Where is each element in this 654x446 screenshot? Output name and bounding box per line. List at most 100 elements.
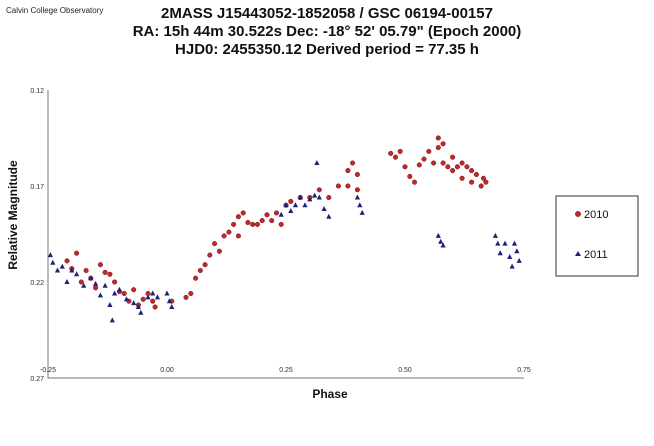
- data-point-2011: [321, 206, 327, 211]
- data-point-2010: [197, 267, 203, 274]
- data-point-2011: [292, 202, 299, 208]
- data-point-2011: [150, 290, 156, 296]
- y-tick-label: 0.12: [30, 88, 44, 95]
- data-point-2011: [102, 282, 108, 288]
- x-tick-label: 0.25: [279, 367, 293, 374]
- data-point-2011: [507, 254, 513, 259]
- chart-title-object: 2MASS J15443052-1852058 / GSC 06194-0015…: [161, 5, 493, 22]
- data-point-2010: [416, 162, 422, 168]
- data-point-2011: [440, 242, 446, 248]
- data-point-2010: [411, 179, 418, 185]
- data-point-2011: [166, 298, 172, 304]
- data-point-2010: [316, 187, 322, 193]
- data-point-2010: [278, 221, 284, 227]
- data-point-2010: [235, 214, 241, 220]
- data-point-2010: [345, 168, 351, 174]
- data-point-2010: [426, 148, 432, 154]
- data-point-2011: [514, 248, 520, 254]
- data-point-2010: [107, 271, 113, 277]
- legend-marker-2010: [575, 211, 581, 217]
- data-point-2010: [97, 262, 103, 268]
- data-point-2010: [450, 154, 456, 160]
- data-point-2011: [359, 209, 365, 215]
- legend-marker-2011: [575, 251, 581, 256]
- data-point-2011: [138, 309, 144, 315]
- data-point-2010: [402, 164, 408, 170]
- data-point-2011: [492, 232, 498, 238]
- data-point-2010: [226, 229, 232, 235]
- data-point-2010: [112, 279, 118, 285]
- data-point-2010: [212, 241, 218, 247]
- data-point-2010: [235, 233, 241, 239]
- data-point-2011: [307, 196, 313, 202]
- data-point-2011: [59, 263, 65, 269]
- data-point-2010: [450, 168, 456, 174]
- data-point-2011: [297, 194, 303, 200]
- y-axis-label: Relative Magnitude: [6, 160, 20, 270]
- data-points: [47, 135, 522, 323]
- data-point-2010: [326, 194, 332, 201]
- data-point-2010: [431, 160, 437, 166]
- data-point-2011: [116, 286, 122, 292]
- data-point-2011: [495, 240, 501, 246]
- data-point-2010: [435, 145, 441, 151]
- data-point-2010: [469, 168, 475, 174]
- data-point-2010: [93, 285, 99, 291]
- chart-title-period: HJD0: 2455350.12 Derived period = 77.35 …: [175, 41, 479, 58]
- data-point-2011: [497, 250, 503, 256]
- data-point-2010: [254, 221, 260, 227]
- data-point-2011: [438, 238, 444, 244]
- data-point-2010: [259, 218, 265, 224]
- x-tick-label: 0.75: [517, 367, 531, 374]
- data-point-2010: [245, 219, 251, 226]
- axes: [47, 90, 524, 379]
- data-point-2011: [135, 304, 141, 309]
- data-point-2011: [88, 275, 94, 281]
- data-point-2010: [445, 164, 451, 170]
- x-tick-label: 0.50: [398, 367, 412, 374]
- data-point-2010: [207, 252, 213, 258]
- data-point-2010: [354, 171, 360, 178]
- data-point-2010: [480, 175, 487, 181]
- data-point-2011: [145, 294, 151, 300]
- data-point-2011: [516, 257, 522, 263]
- data-point-2011: [64, 279, 70, 284]
- data-point-2010: [459, 175, 465, 181]
- data-point-2011: [283, 202, 289, 208]
- data-point-2010: [188, 290, 194, 297]
- data-point-2010: [407, 173, 413, 179]
- data-point-2011: [97, 292, 103, 298]
- legend: 2010 2011: [555, 195, 639, 277]
- data-point-2010: [216, 248, 222, 254]
- data-point-2010: [131, 287, 137, 293]
- tick-labels: -0.25 0.00 0.25 0.50 0.75 0.12 0.17 0.22 0.27: [30, 88, 531, 383]
- chart-title-coordinates: RA: 15h 44m 30.522s Dec: -18° 52' 05.79"…: [132, 23, 522, 40]
- data-point-2010: [464, 164, 470, 170]
- data-point-2011: [509, 263, 515, 269]
- data-point-2010: [440, 141, 446, 147]
- data-point-2011: [123, 296, 130, 302]
- data-point-2010: [483, 179, 489, 185]
- data-point-2010: [264, 212, 270, 218]
- data-point-2010: [273, 210, 280, 216]
- data-point-2011: [47, 252, 53, 258]
- data-point-2011: [316, 194, 322, 200]
- data-point-2010: [150, 298, 156, 304]
- data-point-2010: [440, 160, 446, 166]
- data-point-2010: [140, 296, 146, 302]
- legend-box: [555, 195, 639, 277]
- data-point-2010: [288, 198, 294, 204]
- data-point-2011: [326, 213, 332, 219]
- data-point-2011: [314, 160, 320, 165]
- data-point-2011: [511, 240, 518, 246]
- data-point-2011: [278, 211, 284, 217]
- data-point-2010: [354, 187, 360, 193]
- data-point-2010: [435, 135, 441, 141]
- data-point-2011: [435, 232, 441, 238]
- data-point-2010: [454, 164, 460, 170]
- observatory-label: Calvin College Observatory: [6, 6, 104, 15]
- y-tick-label: 0.17: [30, 184, 44, 191]
- x-tick-label: 0.00: [160, 367, 174, 374]
- data-point-2011: [54, 267, 61, 273]
- data-point-2010: [269, 218, 275, 224]
